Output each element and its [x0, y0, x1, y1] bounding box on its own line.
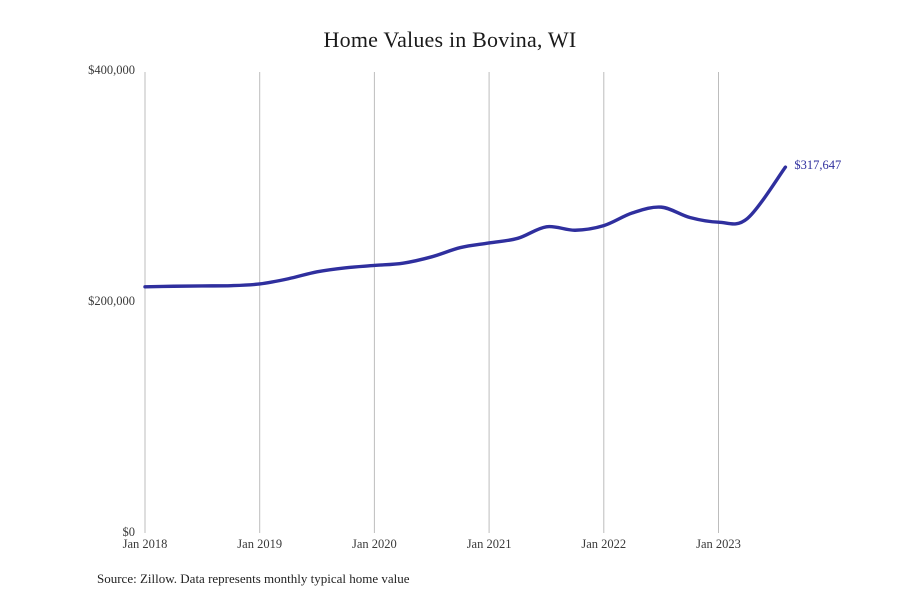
series-group	[143, 165, 788, 289]
x-tick-label: Jan 2023	[696, 537, 741, 551]
x-tick-label: Jan 2018	[122, 537, 168, 551]
chart-title: Home Values in Bovina, WI	[323, 27, 577, 52]
x-tick-label: Jan 2020	[351, 537, 397, 551]
x-tick-label: Jan 2019	[237, 537, 283, 551]
y-tick-label: $400,000	[88, 63, 135, 77]
x-tick-label: Jan 2021	[466, 537, 512, 551]
y-tick-label: $0	[122, 525, 136, 539]
y-tick-label: $200,000	[88, 294, 135, 308]
x-tick-label: Jan 2022	[581, 537, 627, 551]
end-value-label: $317,647	[794, 158, 842, 173]
source-note: Source: Zillow. Data represents monthly …	[97, 571, 410, 586]
series-line-0	[143, 165, 788, 289]
gridlines-group	[144, 72, 719, 533]
